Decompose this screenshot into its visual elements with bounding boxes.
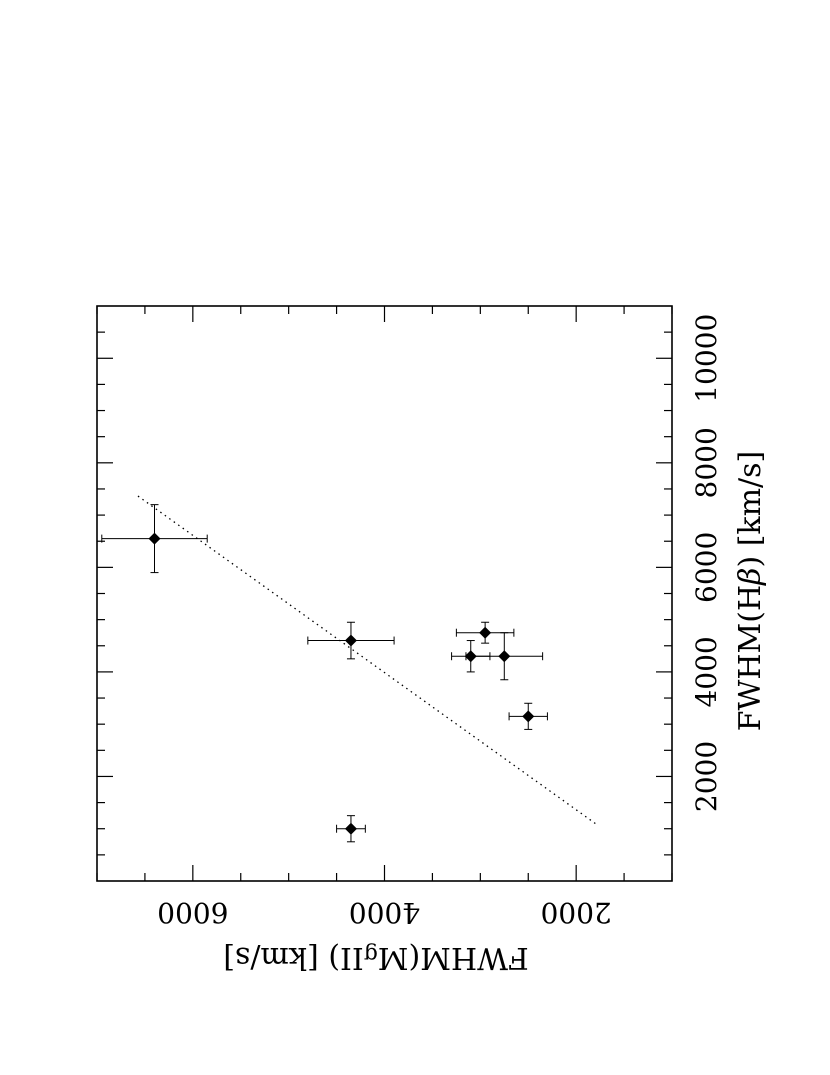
diamond-marker bbox=[464, 650, 477, 663]
y-axis-label-part-3: II) [km/s] bbox=[223, 940, 363, 975]
x-axis-label-part-1: FWHM(H bbox=[733, 585, 768, 731]
x-tick-label: 6000 bbox=[690, 532, 723, 603]
diamond-marker bbox=[344, 822, 357, 835]
y-axis-label-sub: g bbox=[364, 942, 378, 967]
x-tick-label: 2000 bbox=[690, 741, 723, 812]
diamond-marker bbox=[479, 626, 492, 639]
diamond-marker bbox=[148, 532, 161, 545]
x-axis-label-part-3: ) [km/s] bbox=[733, 451, 768, 568]
fit-line bbox=[134, 493, 596, 825]
y-axis-label: FWHM(MgII) [km/s] bbox=[223, 940, 529, 975]
x-axis-label: FWHM(Hβ) [km/s] bbox=[733, 451, 768, 732]
plot-frame bbox=[96, 305, 673, 882]
data-point bbox=[508, 702, 548, 730]
y-tick-label: 2000 bbox=[541, 896, 612, 929]
diamond-marker bbox=[344, 634, 357, 647]
x-axis-label-greek: β bbox=[733, 568, 768, 586]
y-tick-label: 4000 bbox=[349, 896, 420, 929]
ticks bbox=[96, 306, 673, 881]
data-point bbox=[455, 621, 515, 644]
y-tick-label: 6000 bbox=[157, 896, 228, 929]
fit-line-group bbox=[134, 493, 596, 825]
points-group bbox=[101, 504, 548, 843]
data-point bbox=[307, 621, 395, 660]
data-point bbox=[336, 815, 366, 843]
x-tick-label: 8000 bbox=[690, 427, 723, 498]
y-axis-label-part-1: FWHM(M bbox=[378, 940, 529, 975]
diamond-marker bbox=[522, 710, 535, 723]
x-tick-label: 10000 bbox=[690, 314, 723, 403]
tick-labels: 2000 4000 6000 8000 10000 2000 4000 6000 bbox=[157, 314, 723, 929]
diamond-marker bbox=[498, 650, 511, 663]
data-point bbox=[451, 640, 491, 673]
x-tick-label: 4000 bbox=[690, 636, 723, 707]
data-point bbox=[101, 504, 208, 574]
